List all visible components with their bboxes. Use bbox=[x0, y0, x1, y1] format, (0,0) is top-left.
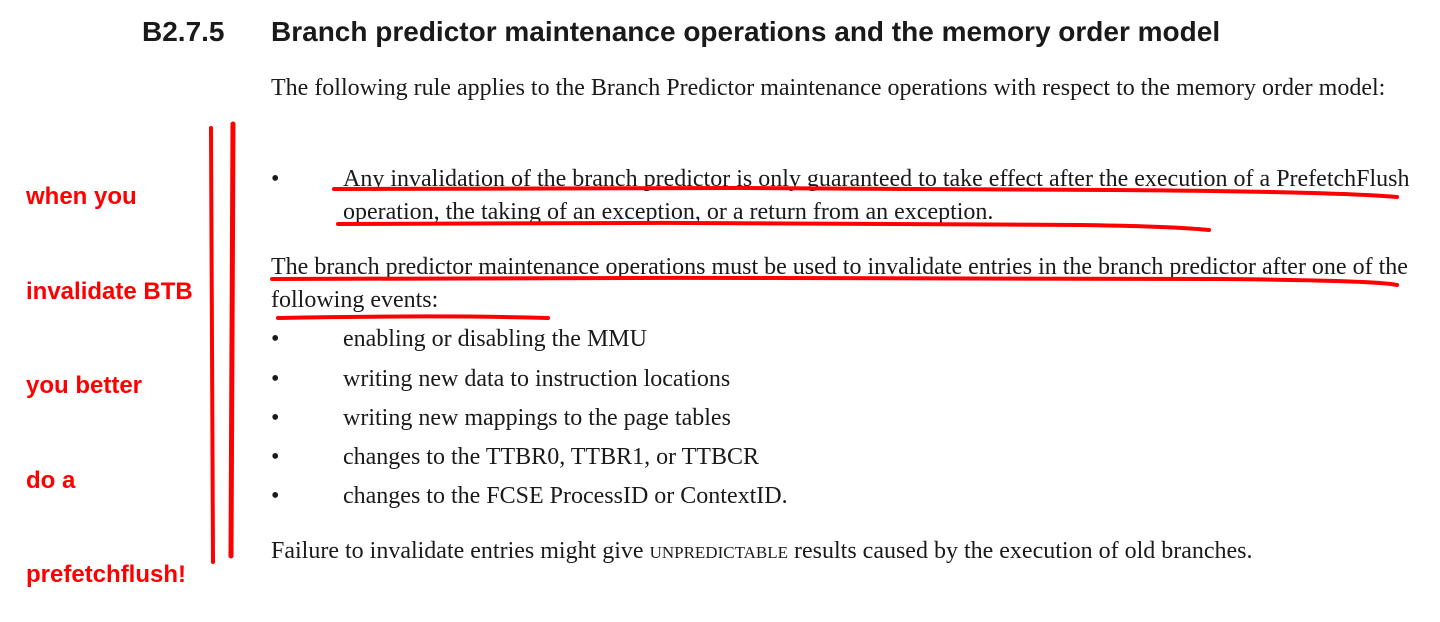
failure-paragraph: Failure to invalidate entries might give… bbox=[271, 535, 1431, 568]
annotation-line: do a bbox=[26, 466, 76, 494]
bullet-dot: • bbox=[271, 366, 280, 392]
annotation-line: prefetchflush! bbox=[26, 561, 187, 588]
event-item-text: writing new mappings to the page tables bbox=[343, 405, 731, 431]
bullet-dot: • bbox=[271, 483, 280, 509]
margin-bar-right bbox=[228, 121, 236, 559]
handwritten-annotation: when you invalidate BTB you better do a … bbox=[26, 118, 193, 622]
section-title: Branch predictor maintenance operations … bbox=[271, 16, 1221, 47]
rule-bullet-text: Any invalidation of the branch predictor… bbox=[343, 166, 1410, 225]
bullet-dot: • bbox=[271, 166, 280, 192]
event-item-text: writing new data to instruction location… bbox=[343, 366, 731, 392]
bullet-dot: • bbox=[271, 326, 280, 352]
annotation-line: when you bbox=[26, 183, 137, 210]
unpredictable-keyword: UNPREDICTABLE bbox=[649, 538, 788, 564]
intro-paragraph: The following rule applies to the Branch… bbox=[271, 75, 1386, 101]
event-item-text: changes to the TTBR0, TTBR1, or TTBCR bbox=[343, 444, 759, 470]
annotation-line: invalidate BTB bbox=[26, 277, 193, 305]
section-number: B2.7.5 bbox=[142, 16, 225, 47]
event-item-text: changes to the FCSE ProcessID or Context… bbox=[343, 483, 788, 509]
failure-text-before: Failure to invalidate entries might give bbox=[271, 538, 650, 564]
bullet-dot: • bbox=[271, 444, 280, 470]
failure-text-after: results caused by the execution of old b… bbox=[788, 538, 1253, 564]
annotation-line: you better bbox=[26, 372, 143, 399]
margin-bar-left bbox=[209, 126, 215, 564]
bullet-dot: • bbox=[271, 405, 280, 431]
events-intro-paragraph: The branch predictor maintenance operati… bbox=[271, 254, 1408, 313]
event-item-text: enabling or disabling the MMU bbox=[343, 326, 647, 352]
